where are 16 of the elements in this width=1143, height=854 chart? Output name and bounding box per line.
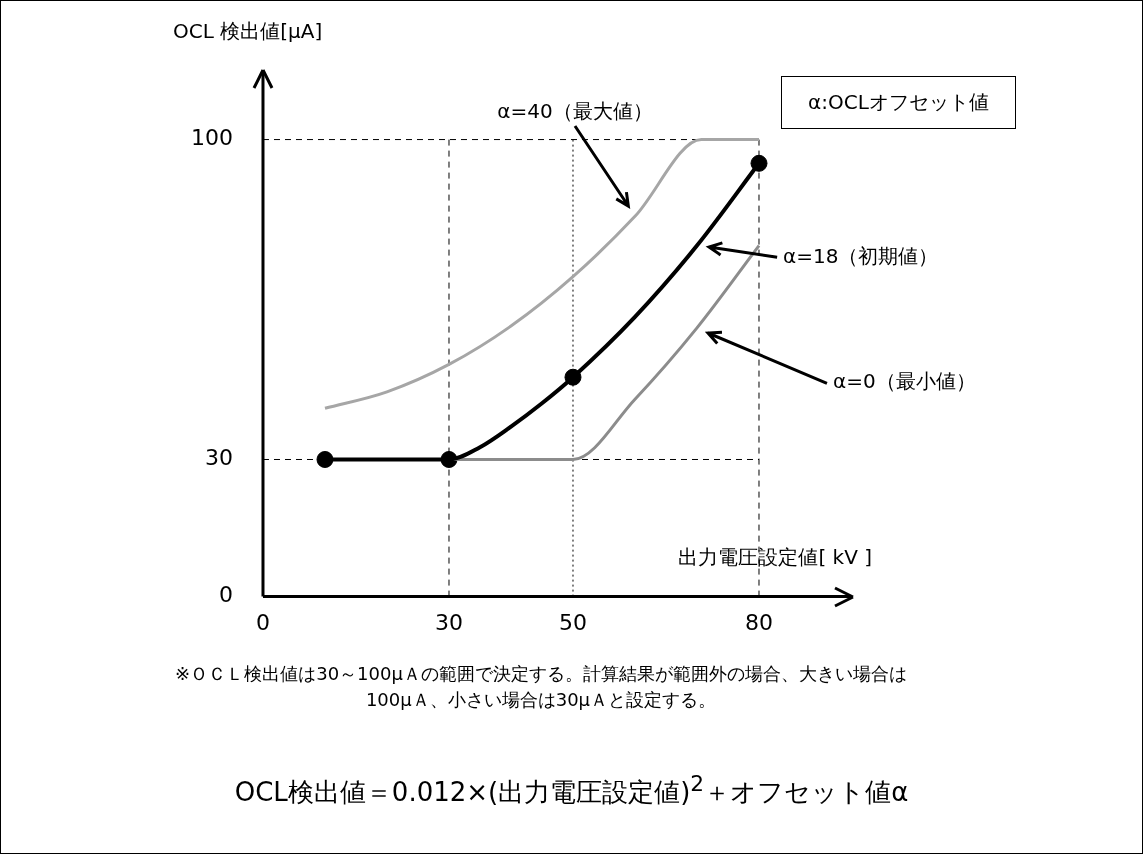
y-axis-title: OCL 検出値[μA]	[172, 19, 323, 44]
text: α=40（最大値）	[497, 98, 653, 123]
text: ※ＯＣＬ検出値は30～100μＡの範囲で決定する。計算結果が範囲外の場合、大きい場合は100μＡ、小さい場合は30μＡと設定する。	[174, 662, 908, 712]
y-tick-label: 100	[190, 125, 233, 151]
line-series	[323, 138, 761, 410]
annotation: α:OCLオフセット値	[781, 76, 1016, 129]
x-tick-label: 0	[255, 609, 270, 635]
y-tick-label: 30	[204, 445, 233, 471]
text: α=0（最小値）	[833, 369, 976, 394]
legend-label: α=18（初期値）	[783, 243, 939, 268]
y-tick-label: 0	[218, 582, 233, 608]
x-axis-title: 出力電圧設定値[ kV ]	[678, 544, 872, 569]
text: OCL検出値＝0.012×(出力電圧設定値)$^{2}$＋オフセット値α	[233, 771, 910, 809]
x-tick-label: 50	[559, 609, 587, 635]
x-tick-label: 30	[434, 609, 463, 635]
x-tick-label: 80	[745, 609, 773, 635]
